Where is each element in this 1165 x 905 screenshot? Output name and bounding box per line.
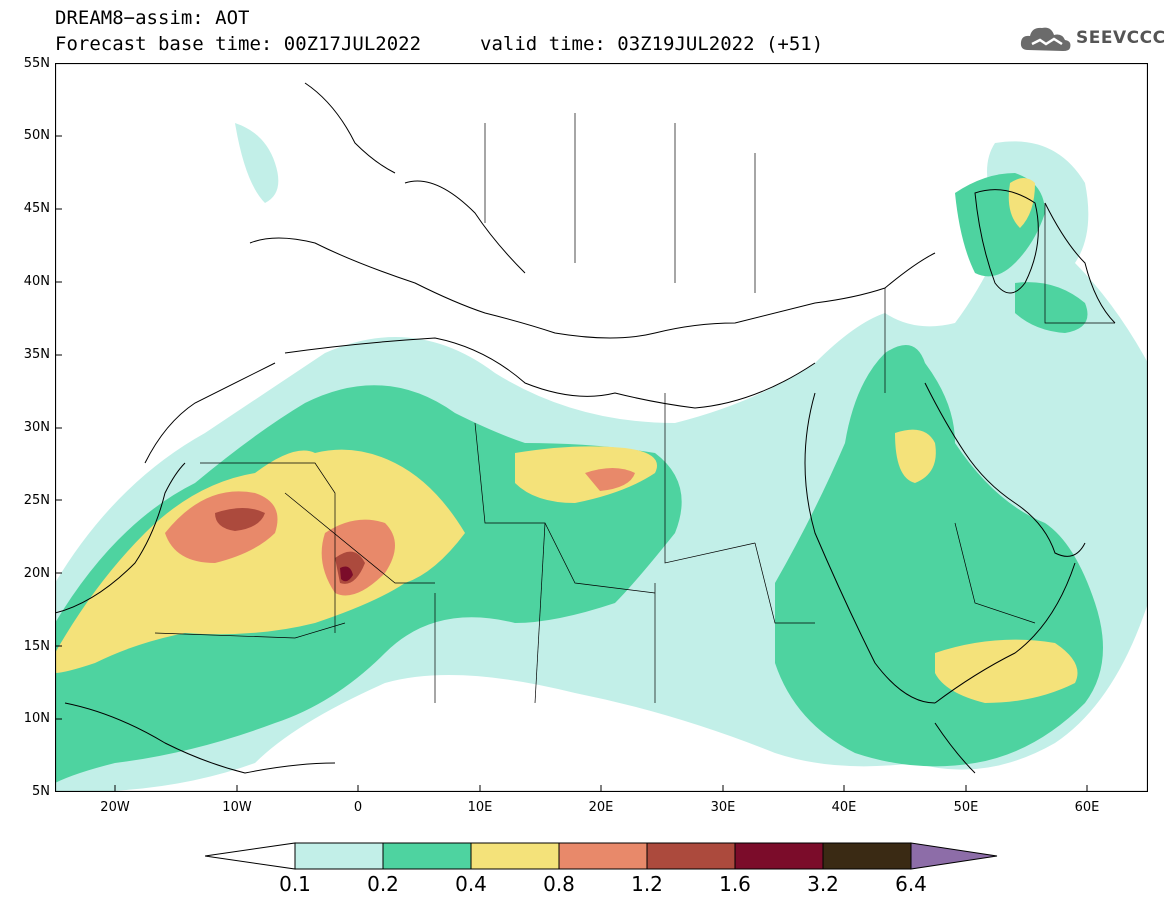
legend-label-0-4: 0.4 bbox=[455, 872, 487, 896]
lat-label-45n: 45N bbox=[23, 201, 50, 216]
legend-label-0-8: 0.8 bbox=[543, 872, 575, 896]
lon-label-10w: 10W bbox=[222, 800, 252, 815]
lat-label-35n: 35N bbox=[23, 347, 50, 362]
tick-marks bbox=[55, 135, 1088, 792]
lat-label-10n: 10N bbox=[23, 711, 50, 726]
valid-time: valid time: 03Z19JUL2022 (+51) bbox=[480, 33, 824, 55]
colorbar-swatch-1 bbox=[294, 842, 384, 870]
legend-label-3-2: 3.2 bbox=[807, 872, 839, 896]
lat-label-25n: 25N bbox=[23, 493, 50, 508]
colorbar-swatch-2 bbox=[382, 842, 472, 870]
lon-label-10e: 10E bbox=[467, 800, 493, 815]
aot-field-0-4 bbox=[55, 178, 1078, 703]
colorbar-swatch-6 bbox=[734, 842, 824, 870]
legend-label-1-2: 1.2 bbox=[631, 872, 663, 896]
aot-map bbox=[55, 63, 1148, 792]
country-borders bbox=[154, 113, 1115, 704]
lat-label-55n: 55N bbox=[23, 56, 50, 71]
map-title: DREAM8−assim: AOT bbox=[55, 7, 250, 29]
lon-label-20e: 20E bbox=[588, 800, 614, 815]
colorbar-swatch-4 bbox=[558, 842, 648, 870]
lon-label-50e: 50E bbox=[953, 800, 979, 815]
colorbar-swatch-above bbox=[910, 842, 998, 870]
lon-label-0: 0 bbox=[353, 800, 363, 815]
lat-label-40n: 40N bbox=[23, 274, 50, 289]
lon-label-40e: 40E bbox=[831, 800, 857, 815]
legend-label-0-2: 0.2 bbox=[367, 872, 399, 896]
legend-label-0-1: 0.1 bbox=[279, 872, 311, 896]
lon-label-60e: 60E bbox=[1074, 800, 1100, 815]
colorbar-swatch-below bbox=[205, 842, 296, 870]
legend-label-1-6: 1.6 bbox=[719, 872, 751, 896]
logo-text: SEEVCCC bbox=[1076, 28, 1165, 48]
forecast-base-time: Forecast base time: 00Z17JUL2022 bbox=[55, 33, 422, 55]
cloud-icon bbox=[1020, 27, 1071, 51]
colorbar-swatch-3 bbox=[470, 842, 560, 870]
aot-field-1-6 bbox=[340, 566, 353, 582]
lat-label-20n: 20N bbox=[23, 566, 50, 581]
lat-label-15n: 15N bbox=[23, 639, 50, 654]
colorbar-swatch-5 bbox=[646, 842, 736, 870]
lat-label-5n: 5N bbox=[32, 784, 50, 799]
lon-label-30e: 30E bbox=[710, 800, 736, 815]
lon-label-20w: 20W bbox=[100, 800, 130, 815]
coastlines bbox=[55, 82, 1116, 774]
legend-label-6-4: 6.4 bbox=[895, 872, 927, 896]
logo bbox=[1018, 22, 1158, 56]
colorbar bbox=[205, 842, 998, 870]
colorbar-swatch-7 bbox=[822, 842, 912, 870]
lat-label-30n: 30N bbox=[23, 420, 50, 435]
lat-label-50n: 50N bbox=[23, 128, 50, 143]
